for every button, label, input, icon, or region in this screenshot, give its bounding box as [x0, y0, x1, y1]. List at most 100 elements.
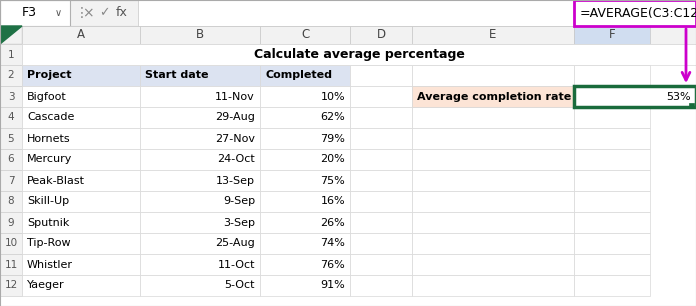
Bar	[350, 170, 412, 191]
Bar	[140, 149, 260, 170]
Bar	[574, 212, 650, 233]
Bar	[412, 26, 574, 44]
Text: 5-Oct: 5-Oct	[225, 281, 255, 290]
Bar	[22, 212, 140, 233]
Bar	[22, 233, 140, 254]
Text: A: A	[77, 28, 85, 42]
Text: 3: 3	[8, 91, 15, 102]
Text: Start date: Start date	[145, 70, 209, 80]
Bar	[260, 44, 350, 65]
Text: 25-Aug: 25-Aug	[215, 238, 255, 248]
Bar	[140, 107, 260, 128]
Bar	[22, 107, 140, 128]
Text: 9-Sep: 9-Sep	[223, 196, 255, 207]
Text: fx: fx	[116, 6, 128, 20]
Bar	[0, 233, 22, 254]
Text: 13-Sep: 13-Sep	[216, 176, 255, 185]
Text: Calculate average percentage: Calculate average percentage	[253, 48, 464, 61]
Bar	[0, 128, 22, 149]
Bar	[412, 170, 574, 191]
Text: Completed: Completed	[265, 70, 332, 80]
Bar	[140, 65, 260, 86]
Bar	[412, 191, 574, 212]
Bar	[574, 191, 650, 212]
Bar	[0, 107, 22, 128]
Text: 6: 6	[8, 155, 15, 165]
Polygon shape	[0, 26, 22, 44]
Bar	[260, 86, 350, 107]
Bar	[22, 86, 140, 107]
Text: ×: ×	[82, 6, 94, 20]
Text: Yaeger: Yaeger	[27, 281, 65, 290]
Bar	[140, 170, 260, 191]
Bar	[350, 149, 412, 170]
Bar	[350, 86, 412, 107]
Bar	[260, 212, 350, 233]
Bar	[350, 212, 412, 233]
Bar	[574, 0, 696, 26]
Bar	[574, 275, 650, 296]
Bar	[138, 0, 574, 26]
Text: 27-Nov: 27-Nov	[215, 133, 255, 144]
Bar	[260, 254, 350, 275]
Bar	[350, 191, 412, 212]
Bar	[412, 149, 574, 170]
Text: 4: 4	[8, 113, 15, 122]
Text: B: B	[196, 28, 204, 42]
Bar	[412, 254, 574, 275]
Bar	[350, 275, 412, 296]
Text: Hornets: Hornets	[27, 133, 70, 144]
Bar	[574, 128, 650, 149]
Bar	[574, 26, 650, 44]
Bar	[22, 254, 140, 275]
Bar	[0, 212, 22, 233]
Bar	[260, 275, 350, 296]
Text: 24-Oct: 24-Oct	[217, 155, 255, 165]
Bar	[22, 275, 140, 296]
Text: Peak-Blast: Peak-Blast	[27, 176, 85, 185]
Bar	[412, 44, 574, 65]
Text: C: C	[301, 28, 309, 42]
Bar	[22, 44, 696, 65]
Bar	[260, 170, 350, 191]
Bar	[412, 212, 574, 233]
Text: =AVERAGE(C3:C12): =AVERAGE(C3:C12)	[580, 6, 696, 20]
Bar	[574, 170, 650, 191]
Bar	[412, 65, 574, 86]
Bar	[22, 170, 140, 191]
Bar	[412, 128, 574, 149]
Text: ✓: ✓	[99, 6, 109, 20]
Text: 11: 11	[4, 259, 17, 270]
Bar	[0, 65, 22, 86]
Bar	[412, 275, 574, 296]
Text: 8: 8	[8, 196, 15, 207]
Bar	[140, 254, 260, 275]
Text: 16%: 16%	[320, 196, 345, 207]
Text: 5: 5	[8, 133, 15, 144]
Bar	[260, 128, 350, 149]
Bar	[412, 86, 574, 107]
Bar	[574, 86, 650, 107]
Bar	[140, 26, 260, 44]
Text: 1: 1	[8, 50, 15, 59]
Bar	[140, 86, 260, 107]
Text: 10%: 10%	[320, 91, 345, 102]
Bar	[260, 26, 350, 44]
Text: 2: 2	[8, 70, 15, 80]
Bar	[22, 149, 140, 170]
Bar	[0, 254, 22, 275]
Text: 62%: 62%	[320, 113, 345, 122]
Text: E: E	[489, 28, 497, 42]
Bar	[689, 103, 694, 108]
Text: Average completion rate: Average completion rate	[417, 91, 571, 102]
Text: F3: F3	[22, 6, 36, 20]
Text: ∨: ∨	[54, 8, 61, 18]
Bar	[574, 233, 650, 254]
Text: 53%: 53%	[666, 91, 691, 102]
Text: F: F	[609, 28, 615, 42]
Bar	[574, 149, 650, 170]
Bar	[260, 191, 350, 212]
Text: 11-Nov: 11-Nov	[215, 91, 255, 102]
Bar	[140, 212, 260, 233]
Bar	[22, 191, 140, 212]
